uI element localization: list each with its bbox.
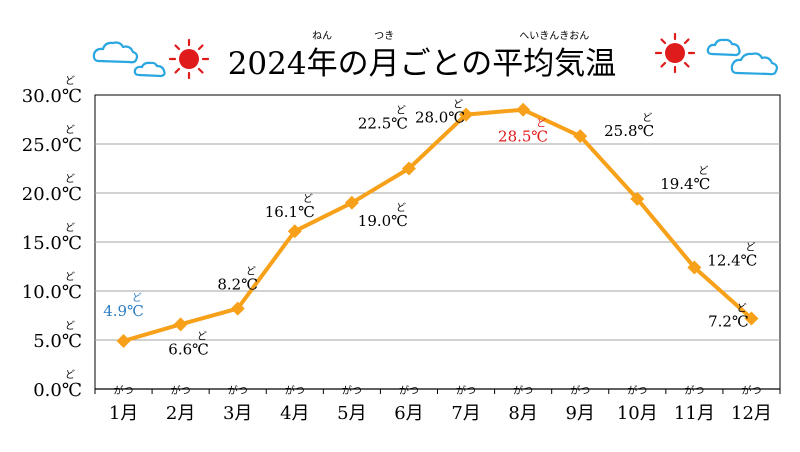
x-tick-ruby: がつ: [114, 384, 134, 397]
x-tick-label: 12月: [731, 403, 772, 424]
y-tick-ruby: ど: [65, 369, 75, 381]
data-label: 12.4℃: [707, 251, 757, 269]
data-label: 25.8℃: [604, 122, 654, 140]
x-tick-label: 1月: [109, 403, 138, 424]
data-point: [744, 311, 759, 326]
data-label-ruby: ど: [396, 105, 406, 117]
title-layer: 2024年の月ごとの平均気温 ねん つき へいきんきおん: [228, 30, 617, 82]
data-point: [630, 191, 645, 206]
x-tick-label: 7月: [451, 403, 480, 424]
x-tick-label: 3月: [223, 403, 252, 424]
x-tick-ruby: がつ: [513, 384, 533, 397]
data-label-ruby: ど: [396, 202, 406, 214]
chart-title: 2024年の月ごとの平均気温: [228, 46, 617, 82]
data-point: [344, 195, 359, 210]
data-label: 4.9℃: [103, 302, 144, 320]
data-point: [401, 161, 416, 176]
x-tick-ruby: がつ: [570, 384, 590, 397]
cloud-icon: [92, 41, 139, 64]
title-ruby: つき: [374, 30, 394, 42]
cloud-icon: [730, 52, 778, 76]
data-label-ruby: ど: [698, 165, 708, 177]
y-tick-ruby: ど: [65, 222, 75, 234]
y-tick-label: 25.0℃: [22, 135, 82, 156]
y-tick-label: 5.0℃: [33, 331, 82, 352]
sun-icon: [168, 38, 210, 80]
data-label: 7.2℃: [708, 312, 749, 330]
x-tick-label: 8月: [508, 403, 537, 424]
x-tick-ruby: がつ: [456, 384, 476, 397]
data-label: 19.4℃: [660, 175, 710, 193]
y-tick-label: 10.0℃: [22, 282, 82, 303]
y-tick-label: 20.0℃: [22, 184, 82, 205]
data-point: [116, 333, 131, 348]
x-tick-ruby: がつ: [342, 384, 362, 397]
data-point: [573, 129, 588, 144]
data-label-ruby: ど: [536, 118, 546, 130]
y-tick-label: 30.0℃: [22, 86, 82, 107]
data-label-ruby: ど: [642, 112, 652, 124]
data-point: [687, 260, 702, 275]
data-label-ruby: ど: [453, 99, 463, 111]
data-point: [230, 301, 245, 316]
x-tick-ruby: がつ: [228, 384, 248, 397]
x-tick-ruby: がつ: [741, 384, 761, 397]
x-tick-ruby: がつ: [684, 384, 704, 397]
cloud-icon: [133, 61, 166, 78]
data-label: 28.5℃: [498, 128, 548, 146]
data-label-ruby: ど: [745, 241, 755, 253]
x-tick-label: 4月: [280, 403, 309, 424]
y-tick-ruby: ど: [65, 320, 75, 332]
data-label-ruby: ど: [303, 193, 313, 205]
y-tick-ruby: ど: [65, 271, 75, 283]
x-tick-ruby: がつ: [285, 384, 305, 397]
title-decorations: [92, 32, 778, 80]
x-tick-label: 9月: [565, 403, 594, 424]
x-tick-label: 2月: [166, 403, 195, 424]
grid: [94, 94, 781, 394]
data-label-ruby: ど: [246, 266, 256, 278]
data-label: 28.0℃: [415, 109, 465, 127]
x-tick-ruby: がつ: [627, 384, 647, 397]
data-label-ruby: ど: [737, 302, 747, 314]
x-tick-label: 10月: [617, 403, 658, 424]
data-label-ruby: ど: [197, 330, 207, 342]
y-tick-label: 0.0℃: [33, 380, 82, 401]
data-label: 22.5℃: [358, 115, 408, 133]
y-tick-ruby: ど: [65, 173, 75, 185]
x-tick-label: 6月: [394, 403, 423, 424]
y-tick-ruby: ど: [65, 124, 75, 136]
x-tick-label: 11月: [674, 403, 715, 424]
data-point: [287, 224, 302, 239]
x-tick-ruby: がつ: [171, 384, 191, 397]
data-point: [173, 317, 188, 332]
series-line: [121, 107, 754, 343]
title-ruby: ねん: [312, 30, 332, 42]
data-point: [516, 102, 531, 117]
cloud-icon: [706, 38, 741, 57]
data-label: 16.1℃: [265, 203, 315, 221]
data-point: [459, 107, 474, 122]
data-label: 8.2℃: [217, 276, 258, 294]
data-label: 19.0℃: [358, 212, 408, 230]
x-axis: がつ 1月 がつ 2月 がつ 3月 がつ 4月 がつ 5月 がつ 6月 がつ 7月 がつ 8月 がつ 9月 がつ 10…: [109, 384, 772, 424]
x-tick-ruby: がつ: [399, 384, 419, 397]
data-label-ruby: ど: [132, 292, 142, 304]
y-tick-ruby: ど: [65, 75, 75, 87]
y-tick-label: 15.0℃: [22, 233, 82, 254]
title-ruby: へいきんきおん: [519, 30, 589, 42]
x-tick-label: 5月: [337, 403, 366, 424]
series: [116, 102, 759, 348]
data-label: 6.6℃: [168, 340, 209, 358]
sun-icon: [654, 32, 696, 74]
